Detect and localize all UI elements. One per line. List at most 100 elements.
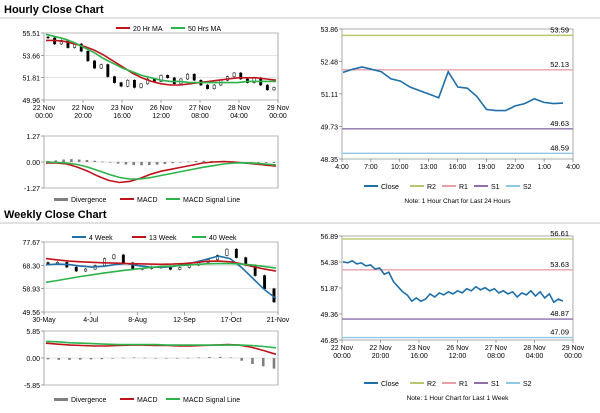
divergence-bar-2 <box>68 358 71 360</box>
divergence-bar-11 <box>165 358 168 359</box>
candle-body-18 <box>166 75 170 79</box>
chart-note: Note: 1 Hour Chart for Last 1 Week <box>407 395 510 402</box>
xtick-label-0: 30-May <box>32 317 56 324</box>
legend-label-4-week: 4 Week <box>89 235 113 242</box>
candle-body-33 <box>265 84 269 91</box>
ytick-label-2: -5.85 <box>24 383 40 390</box>
xtick-label-3: 12-Sep <box>173 317 196 324</box>
candle-body-13 <box>132 79 136 88</box>
xtick-label-5: 28 Nov <box>228 105 251 112</box>
ytick-label-1: 53.66 <box>22 53 40 60</box>
xtick-label-6-b: 00:00 <box>269 113 287 120</box>
ytick-label-2: 51.81 <box>22 76 40 83</box>
ytick-label-2: -1.27 <box>24 186 40 193</box>
divergence-bar-4 <box>89 358 93 360</box>
xtick-label-3-b: 12:00 <box>449 353 467 360</box>
divergence-bar-20 <box>202 160 206 162</box>
xtick-label-3-b: 12:00 <box>152 113 170 120</box>
xtick-label-5-b: 04:00 <box>230 113 248 120</box>
xtick-label-5-b: 04:00 <box>526 353 544 360</box>
xtick-label-1: 4-Jul <box>83 317 99 324</box>
divergence-bar-10 <box>124 162 128 165</box>
divergence-bar-4 <box>77 159 81 162</box>
divergence-bar-21 <box>272 358 276 369</box>
ytick-label-1: 0.00 <box>26 160 40 167</box>
divergence-bar-19 <box>251 358 254 364</box>
level-label-r2: 53.59 <box>550 25 569 34</box>
divergence-bar-8 <box>109 162 112 163</box>
legend-label-divergence: Divergence <box>71 197 107 204</box>
candle-body-19 <box>225 248 229 256</box>
xtick-label-7: 1:00 <box>537 164 551 171</box>
chart-note: Note: 1 Hour Chart for Last 24 Hours <box>404 198 511 205</box>
divergence-bar-14 <box>197 357 200 359</box>
candle-body-7 <box>112 254 116 259</box>
legend-label-r2: R2 <box>427 381 436 388</box>
divergence-bar-3 <box>78 358 82 360</box>
divergence-bar-15 <box>208 357 211 358</box>
candle-body-12 <box>126 79 130 87</box>
weekly-close-chart: 56.89 54.38 51.87 49.36 46.85 56.61 53.63 48.87… <box>320 229 584 402</box>
series-close <box>342 66 564 112</box>
legend-label-divergence: Divergence <box>71 397 107 404</box>
divergence-bar-8 <box>132 357 136 359</box>
weekly-section-title: Weekly Close Chart <box>4 209 107 221</box>
ytick-label-3: 49.73 <box>320 124 338 131</box>
candle-body-15 <box>146 78 150 85</box>
level-label-s1: 49.63 <box>550 119 569 128</box>
candle-body-22 <box>192 73 196 81</box>
legend-swatch-divergence <box>54 398 68 401</box>
xtick-label-4-b: 08:00 <box>191 113 209 120</box>
xtick-label-3: 13:00 <box>420 164 438 171</box>
divergence-bar-20 <box>261 358 265 367</box>
series-20-hr-ma <box>46 39 277 86</box>
legend-label-20-hr-ma: 20 Hr MA <box>133 26 163 33</box>
legend-label-s2: S2 <box>523 381 532 388</box>
xtick-label-1: 22 Nov <box>369 345 392 352</box>
divergence-bar-28 <box>264 162 268 163</box>
series-macd-signal-line <box>45 161 277 180</box>
hourly-macd-chart: 1.27 0.00 -1.27 Divergence MACD MACD Signal L… <box>24 134 279 204</box>
divergence-bar-16 <box>171 162 174 164</box>
weekly-macd-chart: 5.85 0.00 -5.85 Divergence MACD MACD Signal L… <box>24 329 279 404</box>
candle-body-5 <box>79 43 83 52</box>
ytick-label-0: 55.51 <box>22 31 40 38</box>
xtick-label-3: 26 Nov <box>446 345 469 352</box>
candle-body-10 <box>113 76 116 83</box>
series-40-week <box>45 262 277 284</box>
candle-body-11 <box>119 82 123 87</box>
ytick-label-0: 56.89 <box>320 234 338 241</box>
divergence-bar-7 <box>122 357 125 359</box>
ytick-label-1: 54.38 <box>320 260 338 267</box>
ytick-label-4: 48.35 <box>320 157 338 164</box>
legend-label-13-week: 13 Week <box>149 235 177 242</box>
candle-body-6 <box>86 50 90 62</box>
xtick-label-2-b: 16:00 <box>410 353 428 360</box>
candle-body-8 <box>121 254 125 264</box>
candle-body-8 <box>99 64 103 69</box>
ytick-label-1: 52.48 <box>320 60 338 67</box>
xtick-label-1: 7:00 <box>364 164 378 171</box>
divergence-bar-14 <box>155 162 159 165</box>
xtick-label-5: 19:00 <box>478 164 496 171</box>
legend-label-r1: R1 <box>459 184 468 191</box>
legend-swatch-divergence <box>54 198 68 201</box>
xtick-label-6: 22:00 <box>506 164 524 171</box>
candle-body-13 <box>168 267 172 270</box>
ytick-label-4: 46.85 <box>320 338 338 345</box>
plot-frame <box>341 235 574 341</box>
divergence-bar-13 <box>186 357 190 359</box>
level-label-r2: 56.61 <box>550 229 569 238</box>
level-label-r1: 53.63 <box>550 260 569 269</box>
divergence-bar-7 <box>101 161 104 163</box>
xtick-label-1: 22 Nov <box>72 105 95 112</box>
legend-label-macd-signal-line: MACD Signal Line <box>183 397 240 404</box>
ytick-label-1: 68.30 <box>22 263 40 270</box>
legend-label-s2: S2 <box>523 184 532 191</box>
divergence-bar-1 <box>54 160 58 162</box>
candle-body-14 <box>139 83 143 88</box>
divergence-bar-5 <box>85 159 89 162</box>
candle-body-24 <box>206 84 209 89</box>
